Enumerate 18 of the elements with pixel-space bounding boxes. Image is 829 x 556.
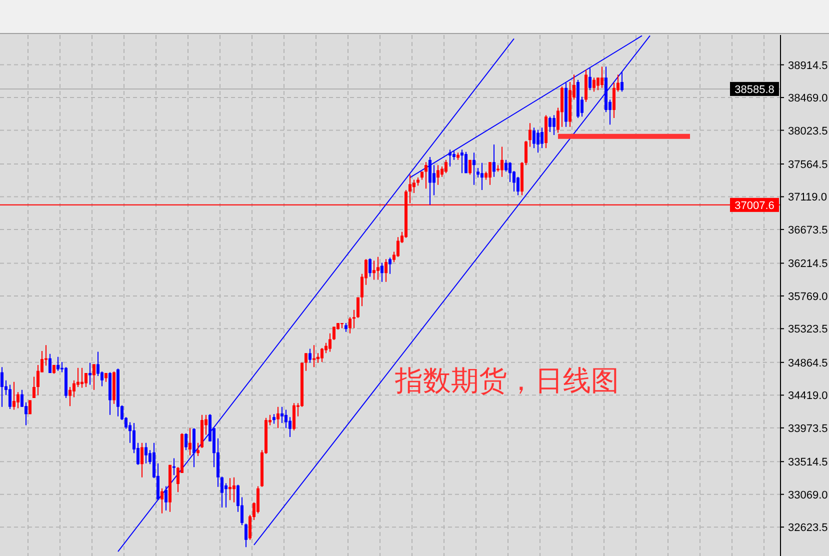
y-tick-label: 34419.0 (788, 390, 828, 402)
y-tick-label: 36673.5 (788, 224, 828, 236)
ref-line-label: 38585.8 (734, 84, 774, 96)
y-tick-label: 33514.5 (788, 456, 828, 469)
y-tick-label: 35323.5 (788, 324, 828, 336)
y-tick-label: 33069.0 (788, 489, 828, 502)
y-tick-label: 32623.5 (788, 522, 828, 534)
y-tick-label: 38914.5 (788, 60, 828, 72)
y-tick-label: 35769.0 (788, 290, 828, 303)
y-tick-label: 33973.5 (788, 422, 828, 435)
y-tick-label: 37564.5 (788, 159, 828, 171)
y-tick-label: 38469.0 (788, 92, 828, 105)
ref-line-label: 37007.6 (734, 200, 774, 212)
y-tick-label: 37119.0 (788, 192, 827, 204)
y-tick-label: 34864.5 (788, 357, 828, 370)
y-tick-label: 38023.5 (788, 125, 828, 138)
y-tick-label: 36214.5 (788, 258, 828, 270)
annotation: 指数期货，日线图 (394, 365, 619, 396)
